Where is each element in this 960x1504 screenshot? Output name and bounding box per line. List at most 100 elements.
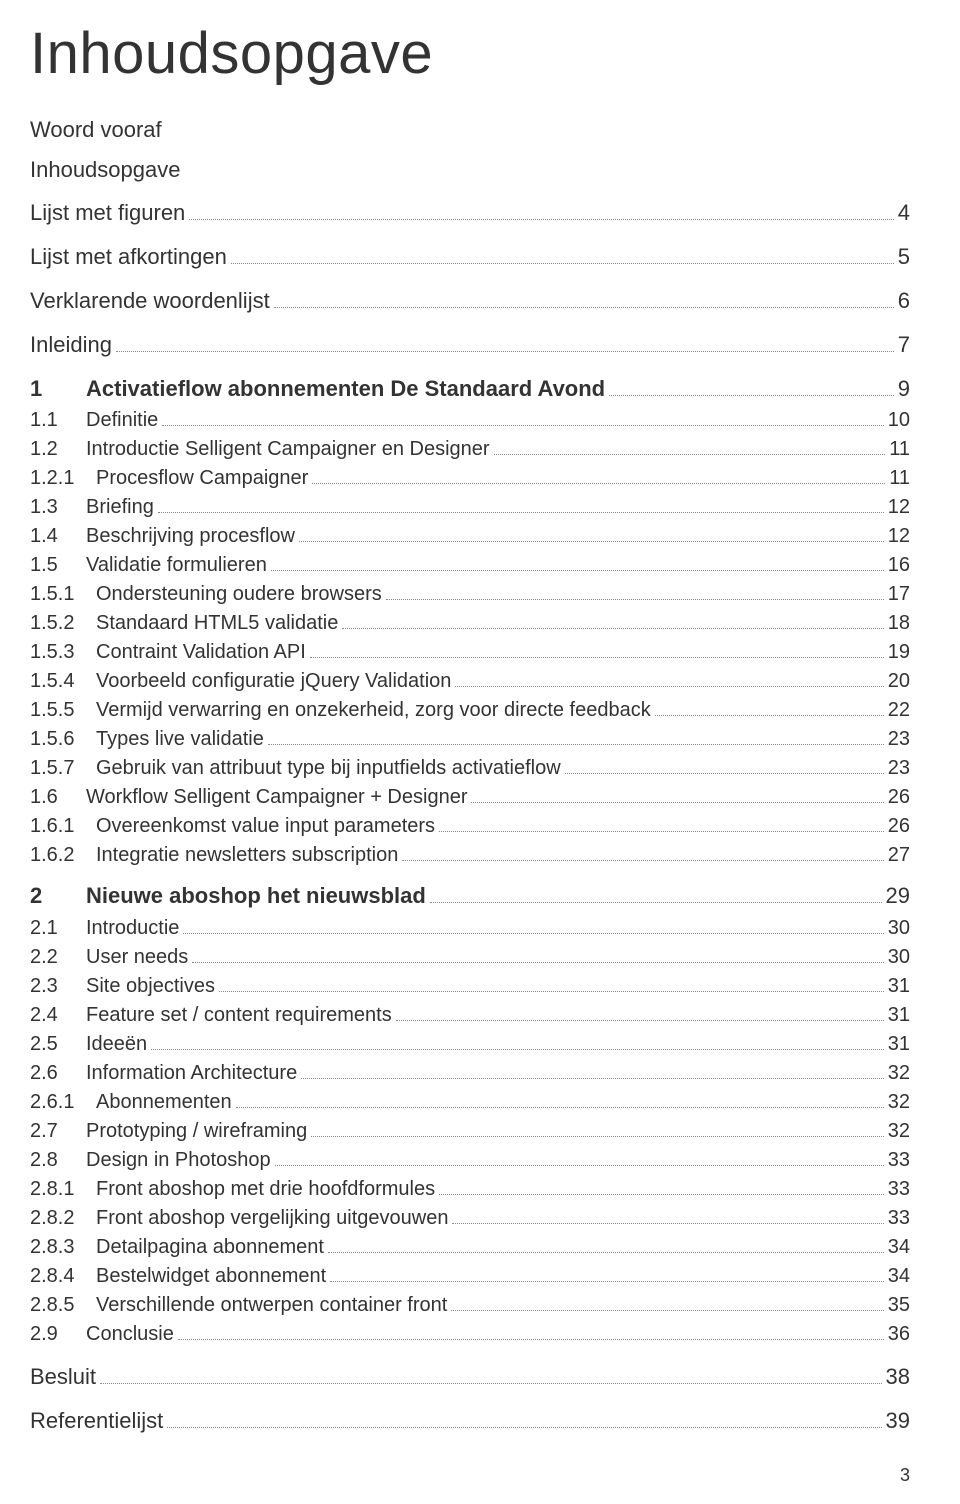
toc-leader [271, 553, 884, 571]
toc-entry-label: Nieuwe aboshop het nieuwsblad [86, 880, 426, 912]
toc-leader [116, 332, 894, 352]
toc-entry-label: Activatieflow abonnementen De Standaard … [86, 373, 605, 405]
toc-entry-number: 2.5 [30, 1030, 86, 1059]
toc-leader [275, 1148, 884, 1166]
toc-entry-number: 1.5.5 [30, 696, 96, 725]
toc-entry-number: 2.8.1 [30, 1175, 96, 1204]
toc-entry: 2.5Ideeën31 [30, 1030, 910, 1059]
toc-leader [342, 611, 883, 629]
toc-entry-label: Lijst met afkortingen [30, 241, 227, 273]
toc-entry-number: 1.2.1 [30, 464, 96, 493]
toc-entry-page: 34 [888, 1262, 910, 1291]
toc-entry-label: Feature set / content requirements [86, 1001, 392, 1030]
toc-leader [167, 1408, 881, 1428]
toc-entry: 2.2User needs30 [30, 943, 910, 972]
toc-entry-label: Lijst met figuren [30, 197, 185, 229]
toc-entry-number: 1.5 [30, 551, 86, 580]
toc-leader [609, 376, 894, 396]
toc-entry: 2.6.1Abonnementen32 [30, 1088, 910, 1117]
toc-entry-label: Briefing [86, 493, 154, 522]
toc-entry-number: 2.1 [30, 914, 86, 943]
toc-leader [455, 669, 883, 687]
toc-entry-number: 2.7 [30, 1117, 86, 1146]
toc-entry-page: 12 [888, 522, 910, 551]
toc-entry-number: 1.5.2 [30, 609, 96, 638]
toc-entry-page: 31 [888, 1001, 910, 1030]
toc-entry: 2.8Design in Photoshop33 [30, 1146, 910, 1175]
toc-entry-label: Verklarende woordenlijst [30, 285, 270, 317]
toc-entry-page: 38 [886, 1361, 910, 1393]
toc-back-row: Referentielijst39 [30, 1405, 910, 1437]
toc-entry: 1.4Beschrijving procesflow12 [30, 522, 910, 551]
toc-entry: 1.2.1Procesflow Campaigner11 [30, 464, 910, 493]
toc-entry-page: 16 [888, 551, 910, 580]
toc-entry-number: 2.8.2 [30, 1204, 96, 1233]
toc-entry: 2.8.1Front aboshop met drie hoofdformule… [30, 1175, 910, 1204]
toc-leader [330, 1264, 884, 1282]
toc-entry-label: Procesflow Campaigner [96, 464, 308, 493]
toc-entry-number: 2 [30, 880, 86, 912]
toc-entry-page: 36 [888, 1320, 910, 1349]
toc-entry-page: 26 [888, 812, 910, 841]
toc-entry-number: 2.8.5 [30, 1291, 96, 1320]
toc-entry-label: Vermijd verwarring en onzekerheid, zorg … [96, 696, 651, 725]
toc-section-heading: 1Activatieflow abonnementen De Standaard… [30, 373, 910, 405]
toc-entry-number: 1.5.1 [30, 580, 96, 609]
toc-entry-number: 1.3 [30, 493, 86, 522]
toc-entry-label: Integratie newsletters subscription [96, 841, 398, 870]
toc-leader [312, 466, 885, 484]
page-number: 3 [900, 1465, 910, 1486]
toc-leader [430, 884, 882, 904]
toc-entry-page: 5 [898, 241, 910, 273]
toc-entry-label: Bestelwidget abonnement [96, 1262, 326, 1291]
toc-entry-page: 18 [888, 609, 910, 638]
toc-leader [396, 1003, 884, 1021]
toc-entry-label: Prototyping / wireframing [86, 1117, 307, 1146]
toc-entry-number: 1.2 [30, 435, 86, 464]
back-matter-list: Besluit 38 Referentielijst39 [30, 1361, 910, 1437]
toc-entry-page: 10 [888, 406, 910, 435]
toc-entry-label: Inleiding [30, 329, 112, 361]
toc-entry-label: Site objectives [86, 972, 215, 1001]
toc-leader [386, 582, 884, 600]
toc-entry: 2.4Feature set / content requirements 31 [30, 1001, 910, 1030]
toc-entry-label: Ideeën [86, 1030, 147, 1059]
toc-entry: 2.8.3Detailpagina abonnement34 [30, 1233, 910, 1262]
toc-entry-label: Conclusie [86, 1320, 174, 1349]
toc-entry-page: 17 [888, 580, 910, 609]
toc-entry-page: 32 [888, 1117, 910, 1146]
toc-entry-number: 2.8 [30, 1146, 86, 1175]
toc-back-row: Besluit 38 [30, 1361, 910, 1393]
toc-entry-page: 30 [888, 943, 910, 972]
toc-entry-label: Besluit [30, 1361, 96, 1393]
toc-leader [452, 1206, 883, 1224]
toc-leader [268, 727, 884, 745]
toc-entry-page: 11 [889, 435, 910, 464]
toc-entry: 1.5.7Gebruik van attribuut type bij inpu… [30, 754, 910, 783]
toc-entry-label: Introductie Selligent Campaigner en Desi… [86, 435, 490, 464]
toc-entry-page: 29 [886, 880, 910, 912]
toc-entry-label: Validatie formulieren [86, 551, 267, 580]
toc-leader [231, 244, 894, 264]
toc-entry-label: Standaard HTML5 validatie [96, 609, 338, 638]
toc-entry: 2.1Introductie30 [30, 914, 910, 943]
toc-leader [494, 437, 886, 455]
toc-front-row: Lijst met afkortingen 5 [30, 241, 910, 273]
toc-leader [274, 288, 894, 308]
toc-entry-label: Gebruik van attribuut type bij inputfiel… [96, 754, 561, 783]
toc-entry: 1.5.3Contraint Validation API19 [30, 638, 910, 667]
toc-entry-page: 12 [888, 493, 910, 522]
toc-entry-page: 27 [888, 841, 910, 870]
toc-entry-page: 7 [898, 329, 910, 361]
toc-entry-number: 1.5.7 [30, 754, 96, 783]
toc-entry-number: 2.4 [30, 1001, 86, 1030]
toc-entry: 2.8.2Front aboshop vergelijking uitgevou… [30, 1204, 910, 1233]
toc-entry-page: 31 [888, 972, 910, 1001]
toc-entry: 1.5.2Standaard HTML5 validatie 18 [30, 609, 910, 638]
toc-entry-number: 1.5.6 [30, 725, 96, 754]
toc-leader [328, 1235, 884, 1253]
toc-entry: 2.8.4Bestelwidget abonnement34 [30, 1262, 910, 1291]
toc-entry-page: 9 [898, 373, 910, 405]
toc-entry-label: Types live validatie [96, 725, 264, 754]
toc-entry-label: Abonnementen [96, 1088, 232, 1117]
